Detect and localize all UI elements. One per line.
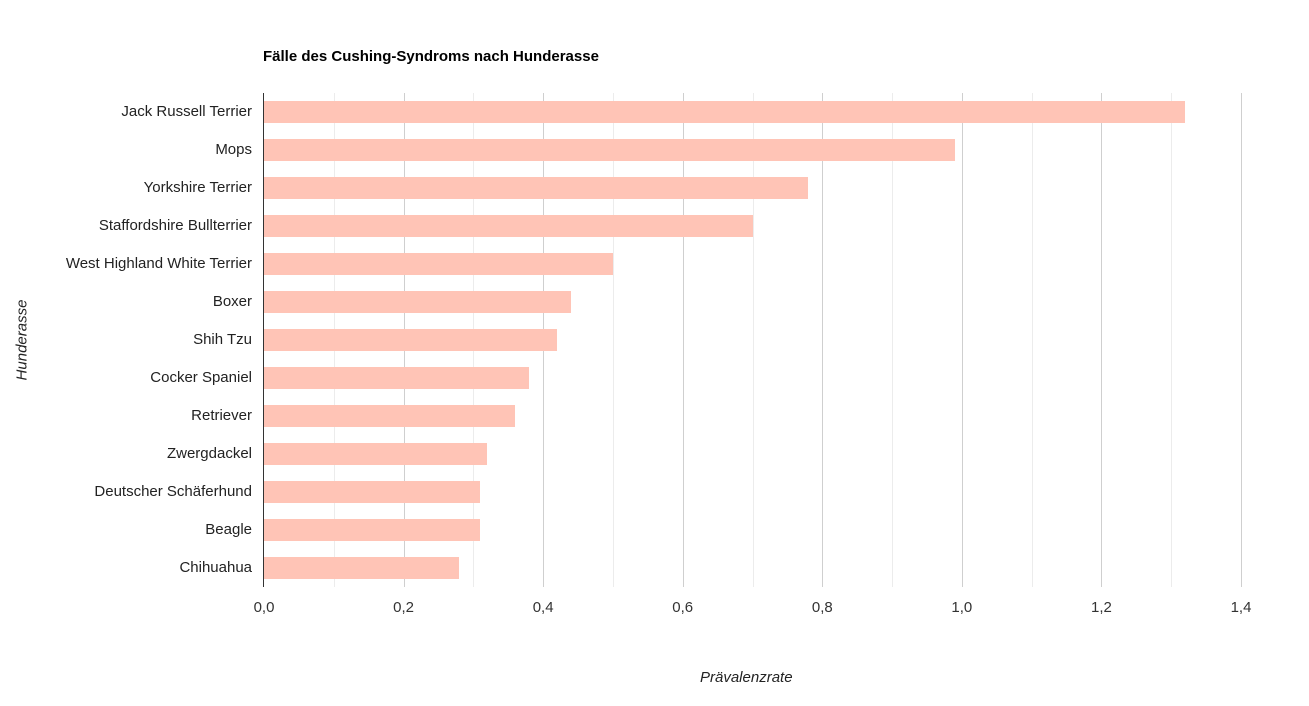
- gridline: [1171, 93, 1173, 587]
- bar[interactable]: [264, 367, 530, 389]
- x-tick-label: 0,8: [811, 599, 833, 616]
- x-tick-label: 0,0: [253, 599, 275, 616]
- plot-area: [264, 93, 1242, 587]
- category-label: Staffordshire Bullterrier: [98, 217, 252, 234]
- bar[interactable]: [264, 215, 753, 237]
- bar[interactable]: [264, 139, 955, 161]
- gridline: [1031, 93, 1033, 587]
- category-label: Jack Russell Terrier: [121, 103, 252, 120]
- bar[interactable]: [264, 291, 572, 313]
- bar[interactable]: [264, 519, 481, 541]
- gridline: [892, 93, 894, 587]
- gridline: [682, 93, 684, 587]
- category-label: Retriever: [191, 407, 252, 424]
- y-axis-line: [263, 93, 264, 587]
- category-label: Beagle: [205, 521, 252, 538]
- y-axis-title: Hunderasse: [13, 299, 31, 381]
- x-tick-label: 1,0: [951, 599, 973, 616]
- x-tick-label: 0,6: [672, 599, 694, 616]
- category-label: West Highland White Terrier: [65, 255, 252, 272]
- x-axis-title: Prävalenzrate: [700, 669, 793, 686]
- gridline: [752, 93, 754, 587]
- bar[interactable]: [264, 177, 809, 199]
- bar[interactable]: [264, 329, 558, 351]
- category-label: Deutscher Schäferhund: [94, 483, 252, 500]
- bar[interactable]: [264, 557, 460, 579]
- category-label: Shih Tzu: [193, 331, 252, 348]
- category-label: Mops: [215, 141, 252, 158]
- gridline: [612, 93, 614, 587]
- category-label: Boxer: [212, 293, 252, 310]
- chart-title: Fälle des Cushing-Syndroms nach Hunderas…: [263, 48, 599, 65]
- category-label: Yorkshire Terrier: [143, 179, 252, 196]
- category-label: Cocker Spaniel: [150, 369, 252, 386]
- bar[interactable]: [264, 101, 1186, 123]
- category-label: Chihuahua: [179, 559, 252, 576]
- bar[interactable]: [264, 253, 613, 275]
- x-tick-label: 1,4: [1230, 599, 1252, 616]
- x-tick-label: 1,2: [1090, 599, 1112, 616]
- category-label: Zwergdackel: [166, 445, 252, 462]
- gridline: [961, 93, 963, 587]
- bar[interactable]: [264, 481, 481, 503]
- x-tick-label: 0,4: [532, 599, 554, 616]
- bar[interactable]: [264, 443, 488, 465]
- gridline: [822, 93, 824, 587]
- gridline: [1241, 93, 1242, 587]
- x-tick-label: 0,2: [393, 599, 414, 616]
- gridline: [1101, 93, 1103, 587]
- bar[interactable]: [264, 405, 516, 427]
